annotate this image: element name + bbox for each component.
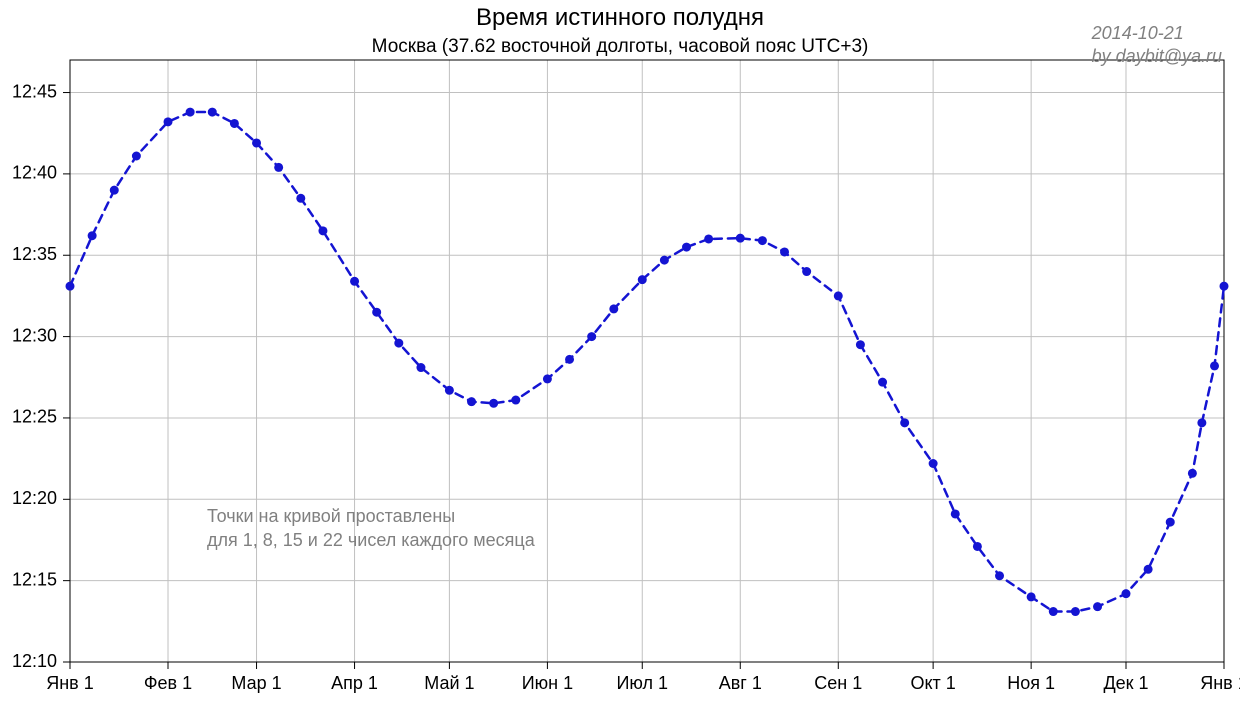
x-tick-label: Май 1 [424, 673, 474, 693]
chart-title: Время истинного полудня [0, 4, 1240, 32]
x-tick-label: Авг 1 [719, 673, 762, 693]
series-marker [132, 151, 141, 160]
series-marker [1071, 607, 1080, 616]
x-tick-label: Июн 1 [522, 673, 573, 693]
x-tick-label: Янв 1 [1200, 673, 1240, 693]
series-marker [1220, 282, 1229, 291]
x-tick-label: Окт 1 [910, 673, 955, 693]
series-marker [638, 275, 647, 284]
series-marker [543, 374, 552, 383]
series-marker [878, 378, 887, 387]
series-marker [802, 267, 811, 276]
series-marker [758, 236, 767, 245]
solar-noon-chart: Время истинного полудня Москва (37.62 во… [0, 0, 1240, 708]
series-marker [1121, 589, 1130, 598]
series-marker [704, 234, 713, 243]
series-marker [252, 138, 261, 147]
series-marker [660, 256, 669, 265]
series-marker [780, 247, 789, 256]
series-marker [1144, 565, 1153, 574]
note-line2: для 1, 8, 15 и 22 чисел каждого месяца [207, 530, 535, 550]
y-tick-label: 12:10 [12, 651, 57, 671]
plot-border [70, 60, 1224, 662]
series-marker [296, 194, 305, 203]
series-marker [274, 163, 283, 172]
y-tick-label: 12:25 [12, 407, 57, 427]
series-marker [1093, 602, 1102, 611]
series-marker [995, 571, 1004, 580]
note-line1: Точки на кривой проставлены [207, 506, 455, 526]
chart-svg: 12:10 12:15 12:20 12:25 12:30 12:35 12:40 12:45… [0, 0, 1240, 708]
series-marker [186, 108, 195, 117]
series-marker [900, 418, 909, 427]
series-marker [587, 332, 596, 341]
series-marker [164, 117, 173, 126]
x-tick-label: Апр 1 [331, 673, 378, 693]
x-tick-label: Дек 1 [1103, 673, 1148, 693]
series-marker [856, 340, 865, 349]
x-tick-label: Мар 1 [231, 673, 281, 693]
series-marker [230, 119, 239, 128]
credit-date: 2014-10-21 [1092, 23, 1184, 43]
x-tick-label: Янв 1 [46, 673, 94, 693]
series-marker [929, 459, 938, 468]
series-marker [1166, 518, 1175, 527]
credit-author: by daybit@ya.ru [1092, 46, 1222, 66]
series-marker [66, 282, 75, 291]
series-marker [834, 291, 843, 300]
series-marker [416, 363, 425, 372]
y-tick-label: 12:20 [12, 488, 57, 508]
x-tick-label: Июл 1 [616, 673, 668, 693]
chart-subtitle: Москва (37.62 восточной долготы, часовой… [0, 36, 1240, 58]
series-marker [1049, 607, 1058, 616]
x-tick-label: Сен 1 [814, 673, 862, 693]
series-marker [1188, 469, 1197, 478]
series-marker [1210, 361, 1219, 370]
y-tick-label: 12:45 [12, 81, 57, 101]
series-marker [372, 308, 381, 317]
series-marker [511, 396, 520, 405]
x-tick-label: Ноя 1 [1007, 673, 1055, 693]
series-marker [394, 339, 403, 348]
series-marker [110, 186, 119, 195]
y-tick-label: 12:30 [12, 325, 57, 345]
series-marker [318, 226, 327, 235]
series-marker [1027, 592, 1036, 601]
series-marker [350, 277, 359, 286]
y-tick-label: 12:35 [12, 244, 57, 264]
x-tick-label: Фев 1 [144, 673, 192, 693]
series-marker [951, 509, 960, 518]
series-marker [609, 304, 618, 313]
series-marker [565, 355, 574, 364]
series-marker [467, 397, 476, 406]
series-marker [682, 243, 691, 252]
series-marker [973, 542, 982, 551]
y-tick-label: 12:15 [12, 569, 57, 589]
series-marker [1197, 418, 1206, 427]
series-marker [445, 386, 454, 395]
series-marker [208, 108, 217, 117]
y-tick-label: 12:40 [12, 163, 57, 183]
series-marker [489, 399, 498, 408]
series-marker [88, 231, 97, 240]
chart-note: Точки на кривой проставлены для 1, 8, 15… [207, 504, 535, 553]
series-marker [736, 234, 745, 243]
chart-credit: 2014-10-21 by daybit@ya.ru [1092, 22, 1222, 67]
